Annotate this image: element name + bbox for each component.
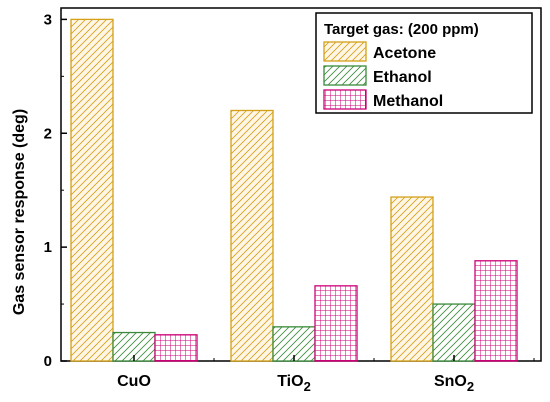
bar-acetone-tio2 [230, 109, 274, 362]
legend-label-methanol: Methanol [373, 93, 443, 110]
bar-methanol-sno2 [474, 260, 518, 362]
y-tick-label: 3 [44, 11, 52, 28]
legend-label-ethanol: Ethanol [373, 69, 432, 86]
legend-title: Target gas: (200 ppm) [324, 21, 479, 38]
legend-swatch-acetone [323, 41, 367, 62]
bar-methanol-cuo [154, 334, 198, 362]
y-tick-label: 2 [44, 125, 52, 142]
legend-swatch-ethanol [323, 65, 367, 86]
bar-methanol-tio2 [314, 285, 358, 362]
y-tick-label: 1 [44, 239, 52, 256]
y-tick-label: 0 [44, 353, 52, 370]
legend: Target gas: (200 ppm) Acetone Ethanol Meth… [315, 12, 533, 114]
y-axis: 0 1 2 3 [44, 11, 67, 370]
x-tick-label: CuO [117, 373, 151, 390]
bar-acetone-cuo [70, 18, 114, 362]
x-tick-label: SnO2 [434, 373, 474, 394]
x-tick-label: TiO2 [277, 373, 311, 394]
y-axis-title: Gas sensor response (deg) [11, 109, 28, 315]
bar-acetone-sno2 [390, 196, 434, 362]
legend-swatch-methanol [323, 89, 367, 110]
x-axis: CuO TiO2 SnO2 [117, 355, 535, 394]
legend-label-acetone: Acetone [373, 45, 436, 62]
bar-ethanol-sno2 [432, 303, 476, 362]
